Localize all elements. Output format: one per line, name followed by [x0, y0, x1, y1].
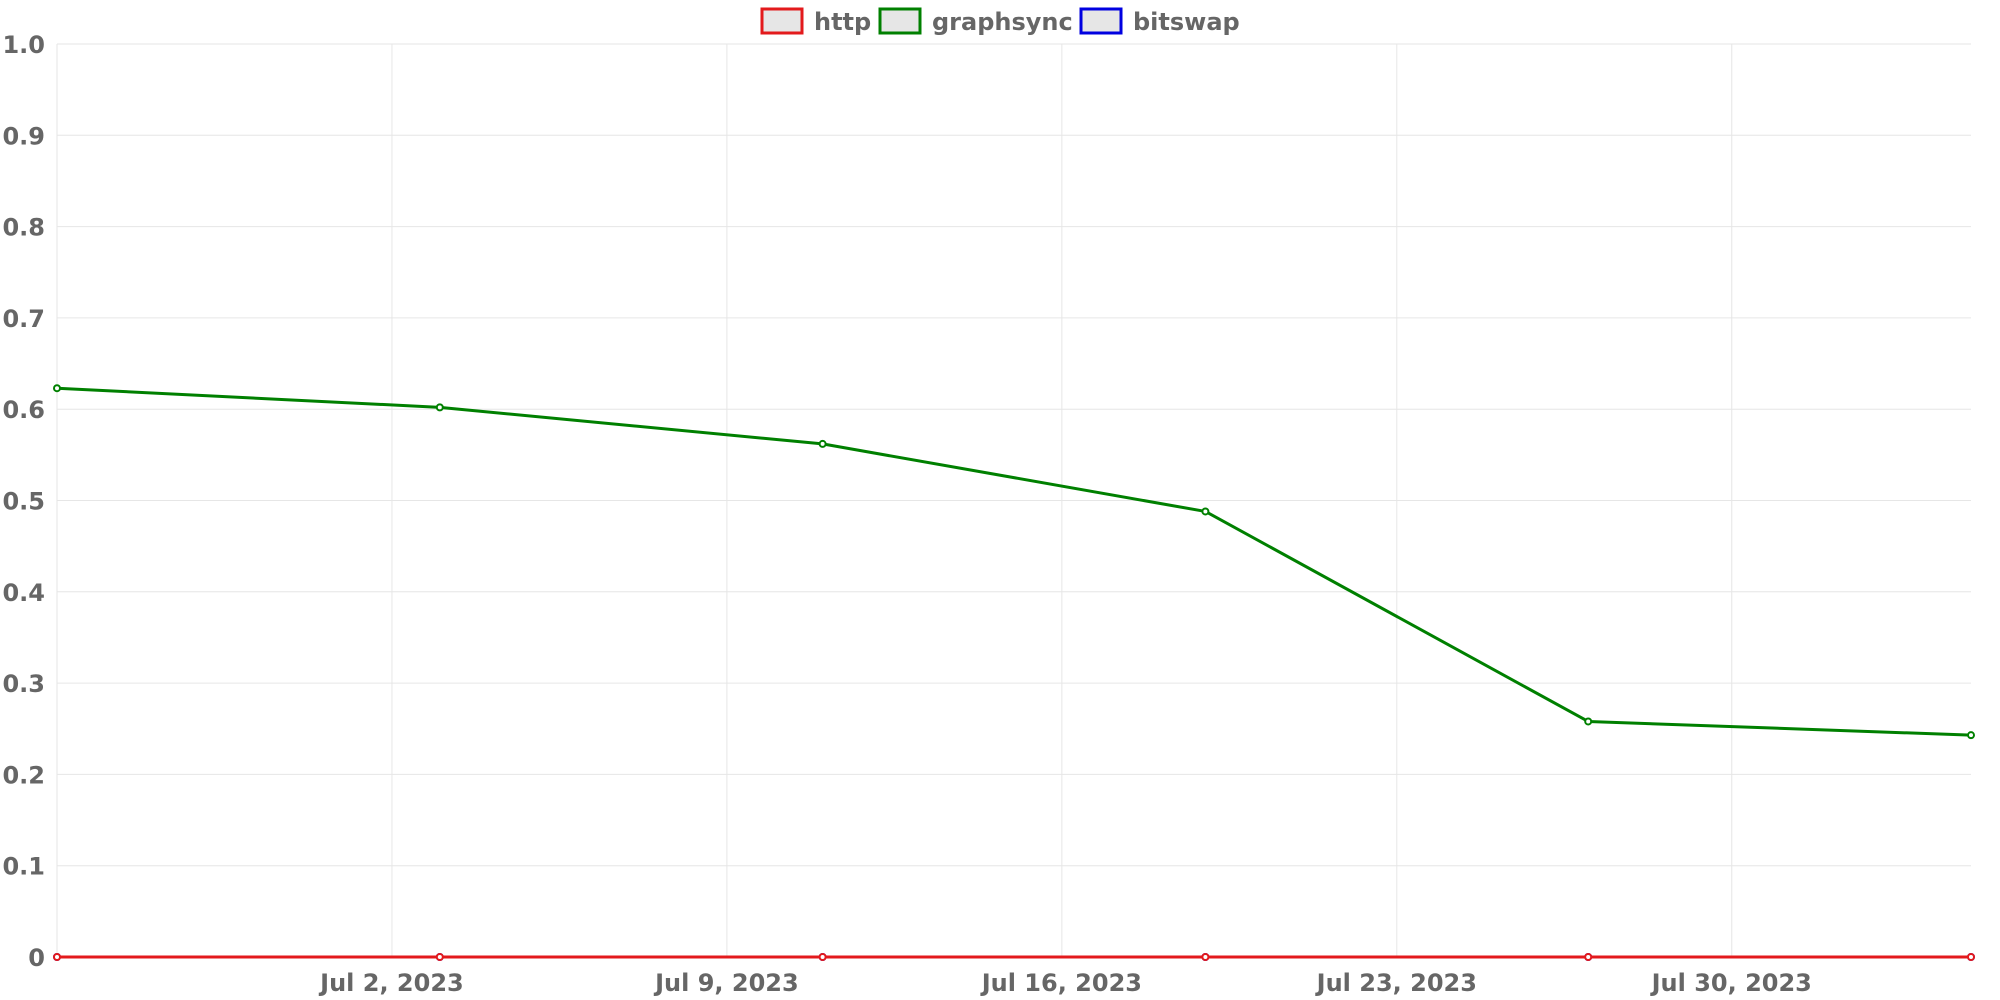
data-point-http[interactable]: [818, 953, 827, 961]
y-tick-label: 0: [28, 944, 45, 972]
x-tick-label: Jul 30, 2023: [1650, 969, 1812, 997]
x-tick-label: Jul 9, 2023: [653, 969, 799, 997]
data-point-graphsync[interactable]: [818, 439, 827, 448]
data-point-graphsync[interactable]: [1201, 507, 1210, 516]
series-http: [53, 953, 1975, 961]
x-tick-label: Jul 2, 2023: [318, 969, 464, 997]
legend-swatch: [878, 7, 922, 35]
y-tick-label: 0.1: [2, 853, 45, 881]
y-tick-label: 0.2: [2, 761, 45, 789]
x-axis: Jul 2, 2023 Jul 9, 2023 Jul 16, 2023 Jul 23…: [318, 969, 1812, 997]
data-point-http[interactable]: [1201, 953, 1210, 961]
legend: http graphsync bitswap: [760, 7, 1240, 36]
data-point-http[interactable]: [1584, 953, 1593, 961]
legend-item-bitswap[interactable]: bitswap: [1079, 7, 1240, 36]
y-tick-label: 0.3: [2, 670, 45, 698]
series-line-graphsync: [56, 386, 1972, 737]
data-point-http[interactable]: [53, 953, 61, 961]
legend-item-graphsync[interactable]: graphsync: [878, 7, 1073, 36]
data-point-http[interactable]: [435, 953, 444, 961]
y-tick-label: 0.7: [2, 305, 45, 333]
legend-swatch: [760, 7, 804, 35]
data-point-graphsync[interactable]: [53, 384, 61, 393]
y-tick-label: 0.6: [2, 396, 45, 424]
legend-label: bitswap: [1133, 8, 1240, 36]
data-point-http[interactable]: [1967, 953, 1975, 961]
y-tick-label: 1.0: [2, 31, 45, 59]
data-point-graphsync[interactable]: [435, 403, 444, 412]
y-axis: 0 0.1 0.2 0.3 0.4 0.5 0.6 0.7 0.8 0.9 1.0: [2, 31, 45, 972]
series-graphsync: [53, 384, 1975, 740]
x-tick-label: Jul 16, 2023: [980, 969, 1142, 997]
legend-swatch: [1079, 7, 1123, 35]
grid-lines: [56, 43, 1971, 958]
y-tick-label: 0.8: [2, 214, 45, 242]
x-tick-label: Jul 23, 2023: [1315, 969, 1477, 997]
y-tick-label: 0.4: [2, 579, 45, 607]
legend-label: http: [814, 8, 871, 36]
legend-label: graphsync: [932, 8, 1073, 36]
data-point-graphsync[interactable]: [1584, 717, 1593, 726]
data-point-graphsync[interactable]: [1967, 731, 1975, 740]
series-layer: [53, 384, 1975, 961]
legend-item-http[interactable]: http: [760, 7, 871, 36]
y-tick-label: 0.5: [2, 488, 45, 516]
y-tick-label: 0.9: [2, 122, 45, 150]
